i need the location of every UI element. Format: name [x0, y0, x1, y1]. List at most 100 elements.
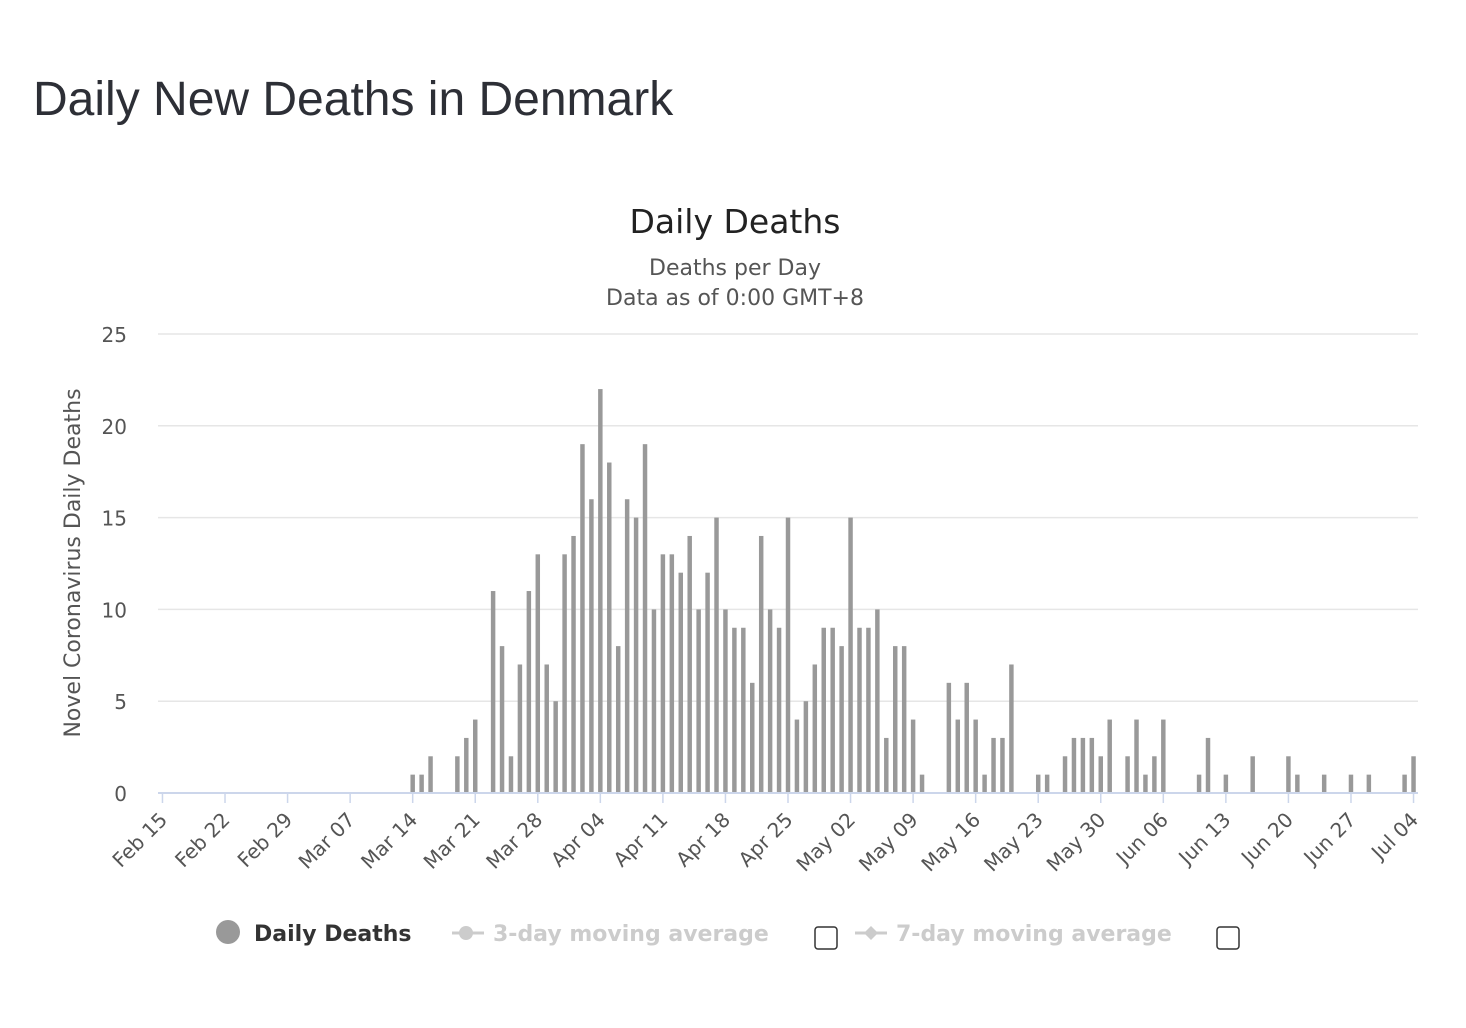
bar[interactable] [624, 499, 630, 793]
bar[interactable] [973, 719, 978, 793]
bar[interactable] [812, 664, 818, 793]
bar[interactable] [946, 682, 952, 793]
bar[interactable] [598, 389, 603, 793]
bar[interactable] [1321, 774, 1327, 793]
bar[interactable] [1223, 774, 1229, 793]
bar[interactable] [615, 646, 621, 793]
bar[interactable] [803, 701, 809, 793]
bar[interactable] [767, 609, 773, 793]
bar[interactable] [919, 774, 925, 793]
x-tick-label: Jun 27 [1298, 808, 1361, 871]
bar[interactable] [1044, 774, 1050, 793]
bar[interactable] [1196, 774, 1202, 793]
bar[interactable] [884, 737, 889, 793]
bar[interactable] [419, 774, 424, 793]
bar[interactable] [875, 609, 880, 793]
bar[interactable] [544, 664, 549, 793]
bar[interactable] [1009, 664, 1014, 793]
bar[interactable] [785, 517, 791, 793]
bar[interactable] [991, 737, 996, 793]
bar[interactable] [1402, 774, 1407, 793]
page-title: Daily New Deaths in Denmark [33, 73, 674, 126]
bar[interactable] [580, 444, 585, 793]
bar[interactable] [741, 627, 746, 793]
bar[interactable] [1035, 774, 1041, 793]
bar[interactable] [526, 591, 532, 793]
bar[interactable] [1125, 756, 1130, 793]
bar[interactable] [893, 646, 898, 793]
legend-item-7-day-moving-average[interactable]: 7-day moving average [855, 922, 1172, 947]
bar[interactable] [660, 554, 666, 793]
bar[interactable] [705, 572, 710, 793]
bar[interactable] [866, 627, 871, 793]
bar[interactable] [1161, 719, 1166, 793]
bar[interactable] [428, 756, 433, 793]
bar[interactable] [955, 719, 961, 793]
bar[interactable] [410, 774, 415, 793]
bar[interactable] [687, 535, 692, 793]
bar[interactable] [490, 591, 496, 793]
x-tick-label: Apr 18 [671, 808, 735, 872]
bar[interactable] [750, 682, 755, 793]
bar[interactable] [1089, 737, 1095, 793]
y-axis-label: Novel Coronavirus Daily Deaths [61, 388, 86, 737]
legend-item-daily-deaths[interactable]: Daily Deaths [216, 920, 412, 947]
bar[interactable] [669, 554, 675, 793]
bar[interactable] [821, 627, 826, 793]
bar[interactable] [1411, 756, 1416, 793]
bar[interactable] [1152, 756, 1157, 793]
bar[interactable] [1205, 737, 1211, 793]
checkbox-7-day-moving-average[interactable] [1216, 926, 1240, 950]
bar[interactable] [758, 535, 764, 793]
bar[interactable] [696, 609, 701, 793]
bar[interactable] [473, 719, 478, 793]
bar[interactable] [562, 554, 567, 793]
bar[interactable] [1143, 774, 1148, 793]
legend-marker-7-day [864, 926, 878, 940]
legend-item-3-day-moving-average[interactable]: 3-day moving average [452, 922, 769, 947]
bar[interactable] [901, 646, 907, 793]
bar[interactable] [982, 774, 987, 793]
bar[interactable] [1098, 756, 1103, 793]
bar[interactable] [633, 517, 639, 793]
bar[interactable] [607, 462, 612, 793]
bar[interactable] [848, 517, 853, 793]
bar[interactable] [1071, 737, 1077, 793]
bar[interactable] [723, 609, 728, 793]
bar[interactable] [589, 499, 594, 793]
bar[interactable] [553, 701, 558, 793]
bar[interactable] [499, 646, 505, 793]
bar[interactable] [1348, 774, 1354, 793]
bar[interactable] [1062, 756, 1068, 793]
bar[interactable] [964, 682, 969, 793]
bar[interactable] [642, 444, 648, 793]
bar[interactable] [508, 756, 514, 793]
bar[interactable] [535, 554, 541, 793]
bar[interactable] [794, 719, 800, 793]
bar[interactable] [464, 737, 469, 793]
bar[interactable] [776, 627, 782, 793]
legend-label-3-day-moving-average: 3-day moving average [493, 922, 769, 947]
bar[interactable] [910, 719, 916, 793]
y-tick-label: 0 [114, 782, 127, 806]
bar[interactable] [1366, 774, 1372, 793]
bar[interactable] [830, 627, 835, 793]
bar[interactable] [651, 609, 657, 793]
bar[interactable] [839, 646, 844, 793]
bar[interactable] [1107, 719, 1112, 793]
bar[interactable] [1000, 737, 1005, 793]
bar[interactable] [732, 627, 737, 793]
bar[interactable] [1295, 774, 1300, 793]
bar[interactable] [1080, 737, 1086, 793]
bar[interactable] [714, 517, 719, 793]
checkbox-3-day-moving-average[interactable] [814, 926, 838, 950]
bar[interactable] [571, 535, 576, 793]
bar[interactable] [857, 627, 862, 793]
bar[interactable] [678, 572, 683, 793]
bar[interactable] [1134, 719, 1139, 793]
bar[interactable] [455, 756, 460, 793]
bar[interactable] [1250, 756, 1255, 793]
bar[interactable] [517, 664, 523, 793]
bar[interactable] [1286, 756, 1291, 793]
